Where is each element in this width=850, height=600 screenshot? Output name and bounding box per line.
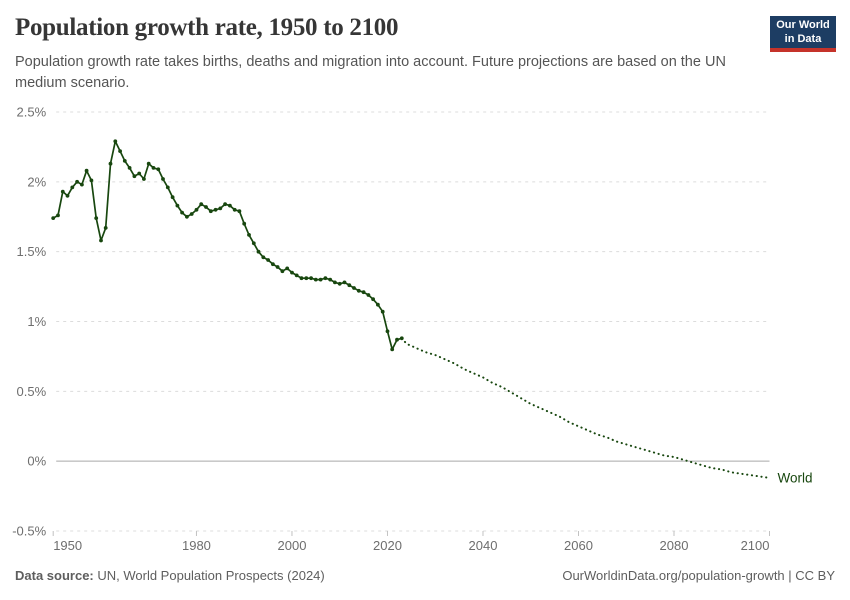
owid-logo[interactable]: Our World in Data bbox=[770, 16, 836, 52]
data-source-text: UN, World Population Prospects (2024) bbox=[93, 568, 325, 583]
owid-logo-text: Our World in Data bbox=[770, 16, 836, 48]
x-axis: 1950 1980 2000 2020 2040 2060 2080 2100 bbox=[52, 531, 770, 553]
chart-subtitle: Population growth rate takes births, dea… bbox=[15, 54, 726, 91]
svg-text:0%: 0% bbox=[27, 454, 46, 469]
svg-text:0.5%: 0.5% bbox=[17, 384, 47, 399]
svg-text:2020: 2020 bbox=[373, 538, 402, 553]
data-source: Data source: UN, World Population Prospe… bbox=[15, 568, 325, 583]
page-title: Population growth rate, 1950 to 2100 bbox=[15, 14, 399, 41]
chart-footer: Data source: UN, World Population Prospe… bbox=[15, 568, 835, 583]
owid-logo-line2: in Data bbox=[784, 32, 822, 45]
y-gridlines bbox=[56, 111, 770, 532]
svg-text:2000: 2000 bbox=[278, 538, 307, 553]
svg-text:2080: 2080 bbox=[660, 538, 689, 553]
svg-text:1.5%: 1.5% bbox=[17, 244, 47, 259]
svg-text:2040: 2040 bbox=[469, 538, 498, 553]
svg-text:2.5%: 2.5% bbox=[17, 105, 47, 120]
svg-text:2%: 2% bbox=[27, 174, 46, 189]
svg-text:1980: 1980 bbox=[182, 538, 211, 553]
svg-text:2060: 2060 bbox=[564, 538, 593, 553]
projection-series-world[interactable] bbox=[400, 337, 771, 479]
svg-text:-0.5%: -0.5% bbox=[12, 524, 46, 539]
owid-logo-line1: Our World bbox=[776, 19, 830, 31]
svg-text:1950: 1950 bbox=[53, 538, 82, 553]
series-end-label[interactable]: World bbox=[778, 470, 813, 485]
y-axis-labels: 2.5% 2% 1.5% 1% 0.5% 0% -0.5% bbox=[12, 105, 46, 539]
data-series-world[interactable] bbox=[51, 139, 404, 352]
credit-link[interactable]: OurWorldinData.org/population-growth | C… bbox=[562, 568, 835, 583]
svg-text:2100: 2100 bbox=[741, 538, 770, 553]
svg-text:1%: 1% bbox=[27, 314, 46, 329]
data-source-label: Data source: bbox=[15, 568, 94, 583]
